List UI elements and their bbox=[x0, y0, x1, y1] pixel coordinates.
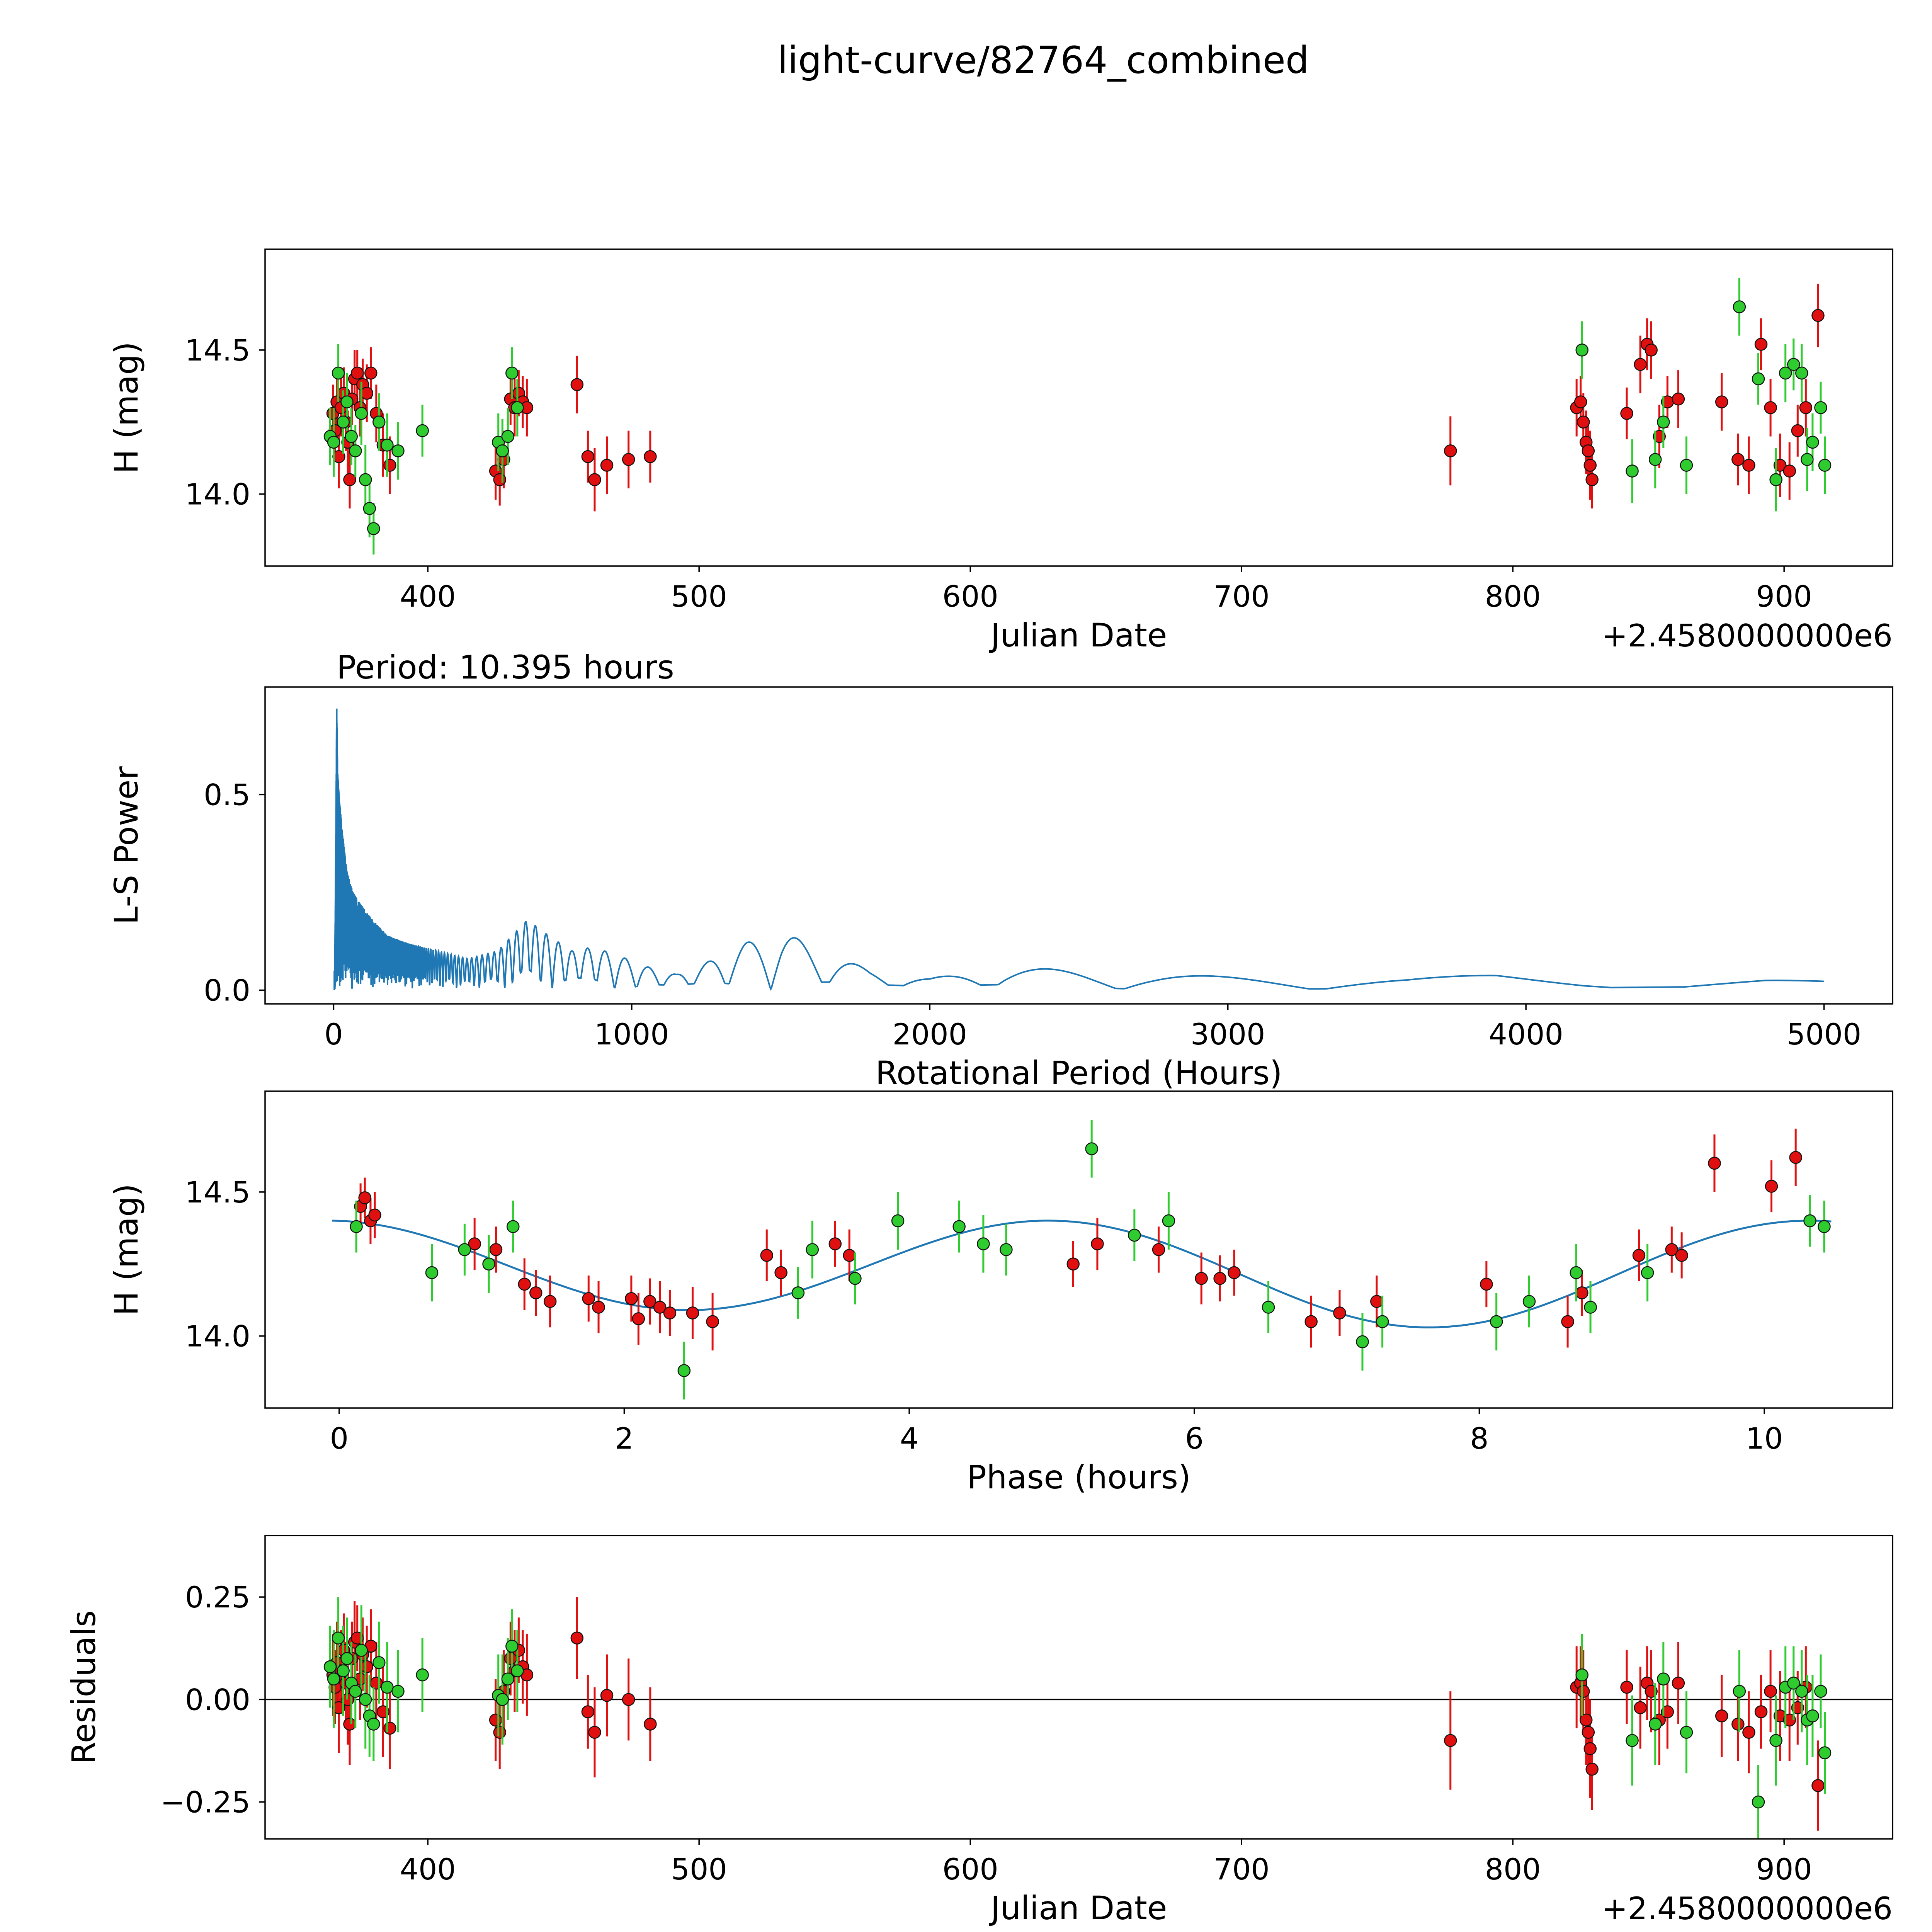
phased-lightcurve-frame bbox=[264, 1090, 1893, 1409]
jd-lightcurve-ytick-label: 14.5 bbox=[185, 333, 250, 367]
periodogram-ylabel: L-S Power bbox=[107, 766, 145, 925]
jd-lightcurve-data-area bbox=[323, 278, 1832, 555]
residuals-xtick-label: 400 bbox=[400, 1852, 456, 1886]
jd-lightcurve-xtick-label: 700 bbox=[1214, 579, 1270, 614]
panel-phased-lightcurve: 0 2 4 6 8 10 14.0 14.5 Phase (hours) H (mag) bbox=[107, 1090, 1893, 1496]
jd-lightcurve-xlabel: Julian Date bbox=[989, 616, 1167, 654]
residuals-dataset-green bbox=[323, 1597, 1832, 1839]
phased-lightcurve-dataset-red bbox=[354, 1128, 1802, 1350]
period-annotation: Period: 10.395 hours bbox=[337, 648, 674, 686]
residuals-ytick-label: −0.25 bbox=[160, 1785, 250, 1820]
phased-lightcurve-ytick-label: 14.5 bbox=[185, 1175, 250, 1209]
phased-lightcurve-ylabel: H (mag) bbox=[107, 1184, 145, 1316]
residuals-ytick-label: 0.00 bbox=[185, 1682, 250, 1717]
jd-lightcurve-ylabel: H (mag) bbox=[107, 342, 145, 474]
jd-lightcurve-dataset-red bbox=[326, 284, 1825, 512]
jd-lightcurve-xtick-label: 500 bbox=[671, 579, 727, 614]
residuals-ytick-label: 0.25 bbox=[185, 1580, 250, 1614]
residuals-xtick-label: 800 bbox=[1485, 1852, 1541, 1886]
residuals-xtick-label: 700 bbox=[1214, 1852, 1270, 1886]
residuals-data-area bbox=[265, 1597, 1893, 1839]
jd-lightcurve-frame bbox=[264, 248, 1893, 567]
periodogram-xlabel: Rotational Period (Hours) bbox=[875, 1054, 1282, 1092]
periodogram-ytick-label: 0.0 bbox=[204, 973, 250, 1008]
periodogram-xtick-label: 4000 bbox=[1488, 1017, 1563, 1051]
phased-lightcurve-xtick-label: 8 bbox=[1470, 1421, 1488, 1456]
residuals-dataset-red bbox=[326, 1597, 1825, 1831]
residuals-frame bbox=[264, 1535, 1893, 1840]
fit-curve bbox=[332, 1219, 1832, 1328]
figure-title: light-curve/82764_combined bbox=[777, 39, 1309, 82]
panel-jd-lightcurve: 400 500 600 700 800 900 14.0 14.5 Julian Date H (… bbox=[107, 248, 1893, 654]
residuals-xtick-label: 900 bbox=[1756, 1852, 1812, 1886]
phased-lightcurve-xlabel: Phase (hours) bbox=[967, 1458, 1190, 1496]
jd-lightcurve-xtick-label: 400 bbox=[400, 579, 456, 614]
periodogram-xtick-label: 3000 bbox=[1190, 1017, 1265, 1051]
periodogram-xtick-label: 2000 bbox=[893, 1017, 967, 1051]
periodogram-xtick-label: 0 bbox=[324, 1017, 343, 1051]
jd-lightcurve-xtick-label: 600 bbox=[942, 579, 998, 614]
phased-lightcurve-xtick-label: 0 bbox=[330, 1421, 349, 1456]
residuals-xtick-label: 500 bbox=[671, 1852, 727, 1886]
periodogram-frame bbox=[264, 686, 1893, 1005]
periodogram-ytick-label: 0.5 bbox=[204, 777, 250, 812]
periodogram-xtick-label: 5000 bbox=[1787, 1017, 1861, 1051]
periodogram-xtick-label: 1000 bbox=[594, 1017, 669, 1051]
residuals-ylabel: Residuals bbox=[65, 1610, 103, 1764]
jd-lightcurve-xtick-label: 900 bbox=[1756, 579, 1812, 614]
residuals-xtick-label: 600 bbox=[942, 1852, 998, 1886]
phased-lightcurve-xtick-label: 10 bbox=[1746, 1421, 1783, 1456]
jd-lightcurve-ytick-label: 14.0 bbox=[185, 477, 250, 512]
phased-lightcurve-xtick-label: 4 bbox=[900, 1421, 918, 1456]
residuals-xlabel: Julian Date bbox=[989, 1889, 1167, 1927]
phased-lightcurve-data-area bbox=[332, 1120, 1832, 1400]
phased-lightcurve-dataset-green bbox=[350, 1120, 1831, 1400]
phased-lightcurve-xtick-label: 2 bbox=[615, 1421, 633, 1456]
jd-lightcurve-dataset-green bbox=[323, 278, 1832, 555]
panel-periodogram: 0 1000 2000 3000 4000 5000 0.0 0.5 Rotational Pe… bbox=[107, 648, 1893, 1092]
jd-lightcurve-axis-offset-label: +2.4580000000e6 bbox=[1602, 618, 1893, 654]
panel-residuals: 400 500 600 700 800 900 −0.25 0.00 0.25 Julian Da… bbox=[65, 1535, 1893, 1927]
periodogram-curve bbox=[333, 708, 1824, 991]
periodogram-data-area bbox=[333, 708, 1824, 991]
phased-lightcurve-ytick-label: 14.0 bbox=[185, 1319, 250, 1354]
phased-lightcurve-xtick-label: 6 bbox=[1185, 1421, 1204, 1456]
jd-lightcurve-xtick-label: 800 bbox=[1485, 579, 1541, 614]
residuals-axis-offset-label: +2.4580000000e6 bbox=[1602, 1891, 1893, 1927]
